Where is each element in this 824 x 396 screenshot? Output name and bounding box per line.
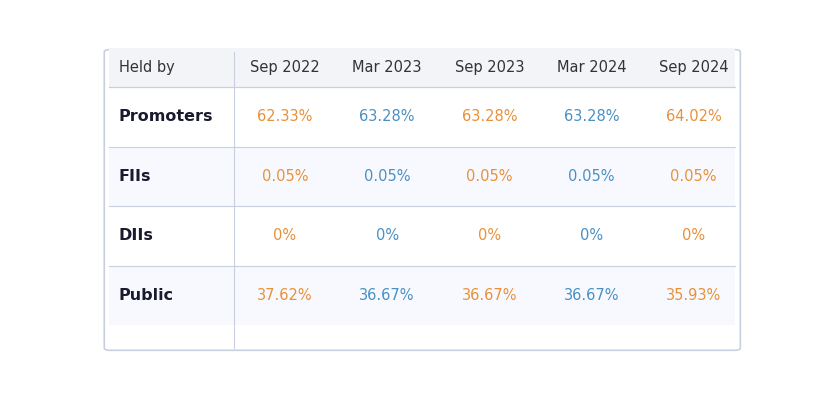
Text: 0%: 0% xyxy=(376,228,399,243)
Bar xyxy=(110,147,735,206)
Text: 37.62%: 37.62% xyxy=(257,288,313,303)
Text: Sep 2024: Sep 2024 xyxy=(659,60,728,75)
Text: 62.33%: 62.33% xyxy=(257,109,312,124)
Text: 63.28%: 63.28% xyxy=(461,109,517,124)
Text: Mar 2023: Mar 2023 xyxy=(353,60,422,75)
Text: 0.05%: 0.05% xyxy=(364,169,410,184)
Text: DIIs: DIIs xyxy=(119,228,154,243)
Text: 0.05%: 0.05% xyxy=(262,169,308,184)
Text: 63.28%: 63.28% xyxy=(564,109,620,124)
Text: Held by: Held by xyxy=(119,60,175,75)
Text: Public: Public xyxy=(119,288,174,303)
Text: 36.67%: 36.67% xyxy=(359,288,415,303)
Text: 63.28%: 63.28% xyxy=(359,109,415,124)
Text: Sep 2022: Sep 2022 xyxy=(250,60,320,75)
Bar xyxy=(110,266,735,325)
Text: 0%: 0% xyxy=(274,228,297,243)
Text: 0%: 0% xyxy=(580,228,603,243)
Text: 0.05%: 0.05% xyxy=(466,169,513,184)
Text: 0%: 0% xyxy=(478,228,501,243)
Text: 36.67%: 36.67% xyxy=(461,288,517,303)
Text: Mar 2024: Mar 2024 xyxy=(557,60,626,75)
Bar xyxy=(110,48,735,87)
Text: Sep 2023: Sep 2023 xyxy=(455,60,524,75)
Text: 0.05%: 0.05% xyxy=(569,169,615,184)
Text: Promoters: Promoters xyxy=(119,109,213,124)
FancyBboxPatch shape xyxy=(105,50,740,350)
Text: 0%: 0% xyxy=(682,228,705,243)
Text: 36.67%: 36.67% xyxy=(564,288,620,303)
Text: 64.02%: 64.02% xyxy=(666,109,722,124)
Text: FIIs: FIIs xyxy=(119,169,152,184)
Text: 0.05%: 0.05% xyxy=(671,169,717,184)
Text: 35.93%: 35.93% xyxy=(666,288,721,303)
